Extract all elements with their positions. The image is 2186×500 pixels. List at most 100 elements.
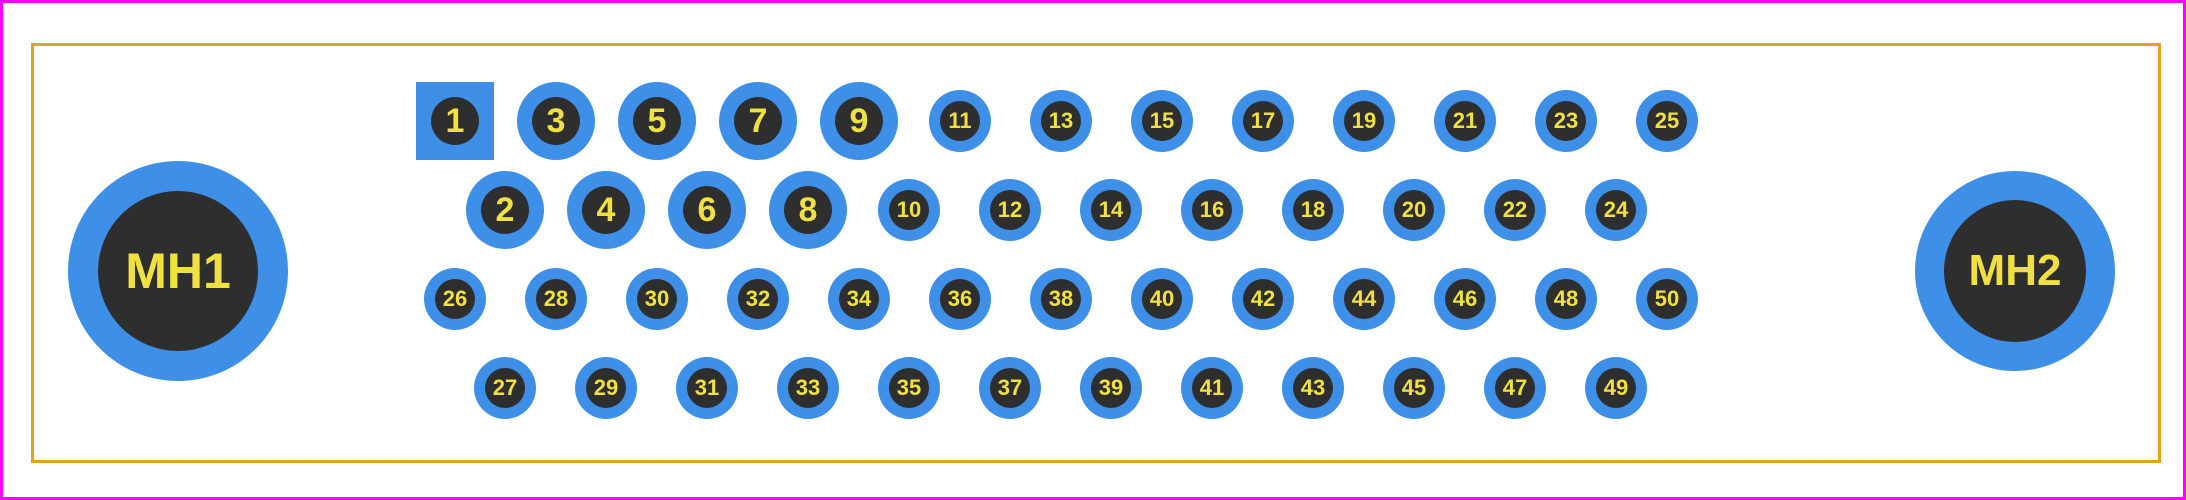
pad-drill: 1 [431, 97, 479, 145]
pad-17: 17 [1232, 90, 1294, 152]
pad-5: 5 [618, 82, 696, 160]
pad-label: 11 [948, 108, 971, 134]
pad-39: 39 [1080, 357, 1142, 419]
pad-33: 33 [777, 357, 839, 419]
pad-label: 41 [1200, 375, 1224, 401]
pad-drill: 32 [738, 279, 778, 319]
pad-label: 13 [1049, 108, 1073, 134]
pad-31: 31 [676, 357, 738, 419]
pad-label: 30 [645, 286, 669, 312]
pad-32: 32 [727, 268, 789, 330]
pad-label: 48 [1554, 286, 1578, 312]
pad-label: 27 [493, 375, 517, 401]
pad-label: 20 [1402, 197, 1426, 223]
pad-drill: 7 [734, 97, 782, 145]
pad-drill: 9 [835, 97, 883, 145]
pad-drill: 30 [637, 279, 677, 319]
pad-29: 29 [575, 357, 637, 419]
pad-28: 28 [525, 268, 587, 330]
pad-14: 14 [1080, 179, 1142, 241]
mounting-hole-label: MH1 [125, 242, 231, 300]
pad-drill: 36 [940, 279, 980, 319]
pad-48: 48 [1535, 268, 1597, 330]
pad-label: 21 [1453, 108, 1477, 134]
pad-drill: 15 [1142, 101, 1182, 141]
pad-44: 44 [1333, 268, 1395, 330]
pad-drill: 29 [586, 368, 626, 408]
pad-label: 42 [1251, 286, 1275, 312]
pad-drill: 34 [839, 279, 879, 319]
pad-label: 39 [1099, 375, 1123, 401]
pad-drill: 46 [1445, 279, 1485, 319]
pad-drill: 38 [1041, 279, 1081, 319]
pad-3: 3 [517, 82, 595, 160]
pad-36: 36 [929, 268, 991, 330]
pad-label: 50 [1655, 286, 1679, 312]
pad-drill: 35 [889, 368, 929, 408]
pad-drill: 22 [1495, 190, 1535, 230]
pad-34: 34 [828, 268, 890, 330]
mounting-hole-mh1: MH1 [68, 161, 288, 381]
pad-43: 43 [1282, 357, 1344, 419]
pad-label: 19 [1352, 108, 1376, 134]
pad-40: 40 [1131, 268, 1193, 330]
pad-23: 23 [1535, 90, 1597, 152]
pad-19: 19 [1333, 90, 1395, 152]
pad-49: 49 [1585, 357, 1647, 419]
mounting-hole-mh2: MH2 [1915, 171, 2115, 371]
pad-label: 28 [544, 286, 568, 312]
pad-drill: 5 [633, 97, 681, 145]
pad-label: 16 [1200, 197, 1224, 223]
pad-45: 45 [1383, 357, 1445, 419]
pad-drill: 47 [1495, 368, 1535, 408]
pad-label: 12 [998, 197, 1022, 223]
pad-27: 27 [474, 357, 536, 419]
pad-label: 35 [897, 375, 921, 401]
pad-10: 10 [878, 179, 940, 241]
pad-label: 18 [1301, 197, 1325, 223]
pad-37: 37 [979, 357, 1041, 419]
pad-label: 8 [799, 191, 818, 230]
pad-label: 6 [698, 191, 717, 230]
pad-drill: 39 [1091, 368, 1131, 408]
pad-drill: 31 [687, 368, 727, 408]
pad-label: 45 [1402, 375, 1426, 401]
pad-label: 47 [1503, 375, 1527, 401]
mounting-hole-drill: MH1 [98, 191, 258, 351]
pad-label: 7 [749, 102, 768, 141]
pad-drill: 28 [536, 279, 576, 319]
pad-label: 5 [648, 102, 667, 141]
pad-drill: 37 [990, 368, 1030, 408]
pad-label: 40 [1150, 286, 1174, 312]
pad-1: 1 [416, 82, 494, 160]
pad-8: 8 [769, 171, 847, 249]
pad-drill: 16 [1192, 190, 1232, 230]
pad-50: 50 [1636, 268, 1698, 330]
pad-drill: 48 [1546, 279, 1586, 319]
pad-drill: 25 [1647, 101, 1687, 141]
pad-label: 37 [998, 375, 1022, 401]
pad-18: 18 [1282, 179, 1344, 241]
pad-label: 14 [1099, 197, 1123, 223]
pad-drill: 19 [1344, 101, 1384, 141]
pad-25: 25 [1636, 90, 1698, 152]
pad-drill: 49 [1596, 368, 1636, 408]
pad-drill: 21 [1445, 101, 1485, 141]
pad-42: 42 [1232, 268, 1294, 330]
pad-label: 22 [1503, 197, 1527, 223]
pad-13: 13 [1030, 90, 1092, 152]
pad-11: 11 [929, 90, 991, 152]
pad-drill: 12 [990, 190, 1030, 230]
pad-drill: 10 [889, 190, 929, 230]
pad-label: 29 [594, 375, 618, 401]
pad-7: 7 [719, 82, 797, 160]
pad-drill: 2 [481, 186, 529, 234]
pad-drill: 18 [1293, 190, 1333, 230]
pad-drill: 13 [1041, 101, 1081, 141]
pad-drill: 50 [1647, 279, 1687, 319]
pad-26: 26 [424, 268, 486, 330]
pad-6: 6 [668, 171, 746, 249]
pad-label: 43 [1301, 375, 1325, 401]
pad-label: 26 [443, 286, 467, 312]
pad-drill: 27 [485, 368, 525, 408]
